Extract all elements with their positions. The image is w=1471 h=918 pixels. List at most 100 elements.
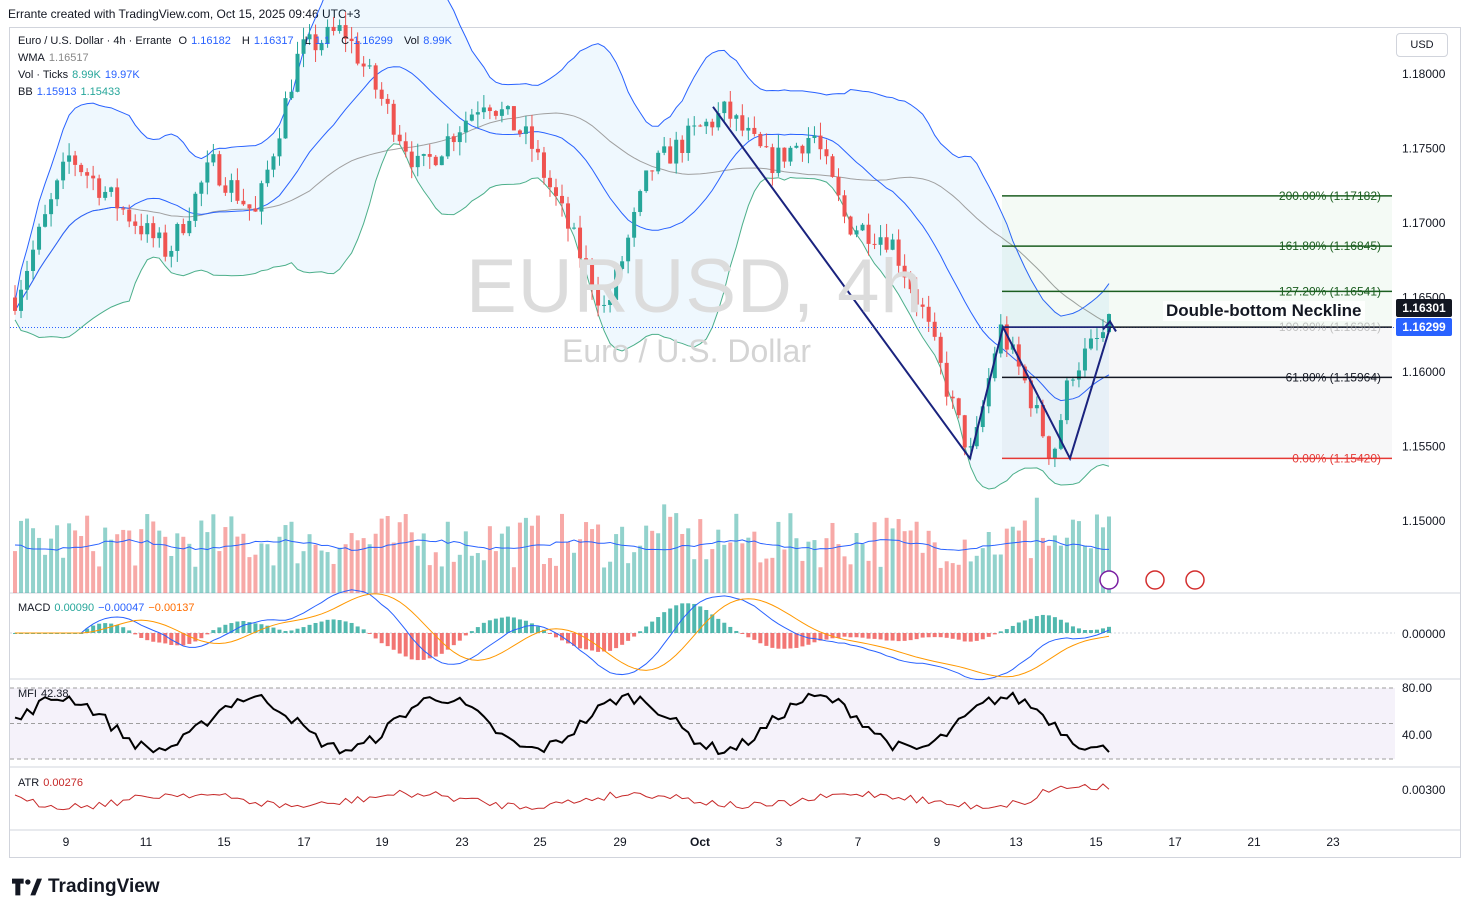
macd-legend[interactable]: MACD 0.00090 −0.00047 −0.00137 bbox=[18, 602, 195, 614]
macd-histogram-bar bbox=[770, 633, 775, 648]
macd-histogram-bar bbox=[596, 633, 601, 652]
macd-histogram-bar bbox=[614, 633, 619, 649]
candle-body bbox=[379, 89, 384, 99]
symbol-watermark: EURUSD, 4h bbox=[466, 244, 924, 329]
candle-body bbox=[566, 203, 571, 229]
vol-ticks-legend[interactable]: Vol · Ticks 8.99K 19.97K bbox=[18, 69, 140, 81]
volume-bar bbox=[241, 533, 246, 593]
macd-histogram-bar bbox=[1004, 629, 1009, 633]
macd-histogram-bar bbox=[674, 605, 679, 633]
economic-event-icon[interactable] bbox=[1145, 570, 1165, 590]
candle-body bbox=[475, 112, 480, 115]
candle-body bbox=[758, 133, 763, 147]
volume-bar bbox=[205, 532, 210, 593]
candle-body bbox=[415, 155, 420, 168]
macd-histogram-bar bbox=[968, 633, 973, 642]
macd-histogram-bar bbox=[872, 633, 877, 639]
time-axis-tick-label: 15 bbox=[217, 835, 231, 849]
candle-body bbox=[61, 161, 66, 181]
candle-body bbox=[584, 258, 589, 262]
macd-histogram-bar bbox=[439, 633, 444, 654]
bollinger-upper-band bbox=[14, 0, 1110, 317]
volume-bar bbox=[85, 515, 90, 593]
candle-body bbox=[493, 111, 498, 116]
wma-legend[interactable]: WMA 1.16517 bbox=[18, 52, 89, 64]
macd-histogram-bar bbox=[878, 633, 883, 640]
volume-bar bbox=[343, 544, 348, 593]
candle-body bbox=[824, 149, 829, 157]
volume-bar bbox=[1076, 521, 1081, 593]
economic-event-icon[interactable] bbox=[1185, 570, 1205, 590]
candle-body bbox=[866, 224, 871, 244]
volume-bar bbox=[998, 554, 1003, 593]
candle-body bbox=[716, 113, 721, 128]
volume-bar bbox=[632, 552, 637, 593]
macd-histogram-bar bbox=[265, 625, 270, 633]
candle-body bbox=[97, 178, 102, 198]
price-axis-tick-label: 1.18000 bbox=[1402, 67, 1446, 81]
candle-body bbox=[331, 26, 336, 31]
volume-bar bbox=[247, 557, 252, 593]
candle-body bbox=[956, 398, 961, 416]
candle-body bbox=[277, 138, 282, 157]
volume-bar bbox=[31, 528, 36, 593]
fib-level-label: 200.00% (1.17182) bbox=[1279, 189, 1381, 203]
macd-histogram-bar bbox=[367, 633, 372, 634]
volume-bar bbox=[986, 532, 991, 593]
main-legend[interactable]: Euro / U.S. Dollar · 4h · Errante O 1.161… bbox=[18, 35, 460, 47]
volume-bar bbox=[716, 529, 721, 593]
brand-name: TradingView bbox=[48, 876, 160, 897]
macd-histogram-bar bbox=[986, 633, 991, 637]
candle-body bbox=[55, 180, 60, 200]
tradingview-logo[interactable]: TradingView bbox=[12, 876, 160, 898]
volume-bar bbox=[253, 554, 258, 593]
candle-body bbox=[1076, 370, 1081, 380]
volume-bar bbox=[956, 564, 961, 593]
volume-bar bbox=[572, 552, 577, 593]
volume-bar bbox=[529, 525, 534, 593]
macd-histogram-bar bbox=[734, 630, 739, 633]
volume-bar bbox=[914, 521, 919, 593]
candle-body bbox=[469, 114, 474, 121]
volume-bar bbox=[439, 566, 444, 593]
macd-histogram-bar bbox=[566, 633, 571, 644]
candle-body bbox=[776, 147, 781, 174]
volume-bar bbox=[121, 529, 126, 593]
volume-bar bbox=[692, 559, 697, 593]
economic-event-icon[interactable] bbox=[1099, 570, 1119, 590]
candle-body bbox=[487, 107, 492, 112]
candle-body bbox=[133, 221, 138, 226]
candle-body bbox=[1028, 380, 1033, 409]
macd-histogram-bar bbox=[782, 633, 787, 649]
time-axis-tick-label: 9 bbox=[63, 835, 70, 849]
macd-histogram-bar bbox=[247, 622, 252, 633]
candle-body bbox=[205, 162, 210, 183]
candle-body bbox=[980, 406, 985, 428]
atr-legend[interactable]: ATR 0.00276 bbox=[18, 777, 83, 789]
volume-bar bbox=[547, 558, 552, 593]
volume-bar bbox=[1064, 537, 1069, 593]
price-axis-tick-label: 1.15500 bbox=[1402, 440, 1446, 454]
macd-histogram-bar bbox=[962, 633, 967, 642]
macd-histogram-bar bbox=[1010, 625, 1015, 633]
candle-body bbox=[157, 232, 162, 239]
volume-bar bbox=[19, 520, 24, 593]
volume-bar bbox=[842, 556, 847, 593]
candle-body bbox=[644, 170, 649, 192]
macd-histogram-bar bbox=[866, 633, 871, 639]
volume-bar bbox=[686, 528, 691, 593]
volume-bar bbox=[578, 539, 583, 593]
candle-body bbox=[85, 172, 90, 176]
atr-line bbox=[14, 783, 1110, 811]
volume-bar bbox=[313, 544, 318, 593]
volume-bar bbox=[674, 513, 679, 593]
candle-body bbox=[698, 125, 703, 127]
bb-legend[interactable]: BB 1.15913 1.15433 bbox=[18, 86, 121, 98]
volume-bar bbox=[962, 539, 967, 593]
macd-histogram-bar bbox=[139, 633, 144, 638]
currency-button[interactable]: USD bbox=[1396, 33, 1448, 57]
mfi-legend[interactable]: MFI 42.38 bbox=[18, 688, 69, 700]
macd-histogram-bar bbox=[584, 633, 589, 650]
macd-histogram-bar bbox=[349, 622, 354, 633]
